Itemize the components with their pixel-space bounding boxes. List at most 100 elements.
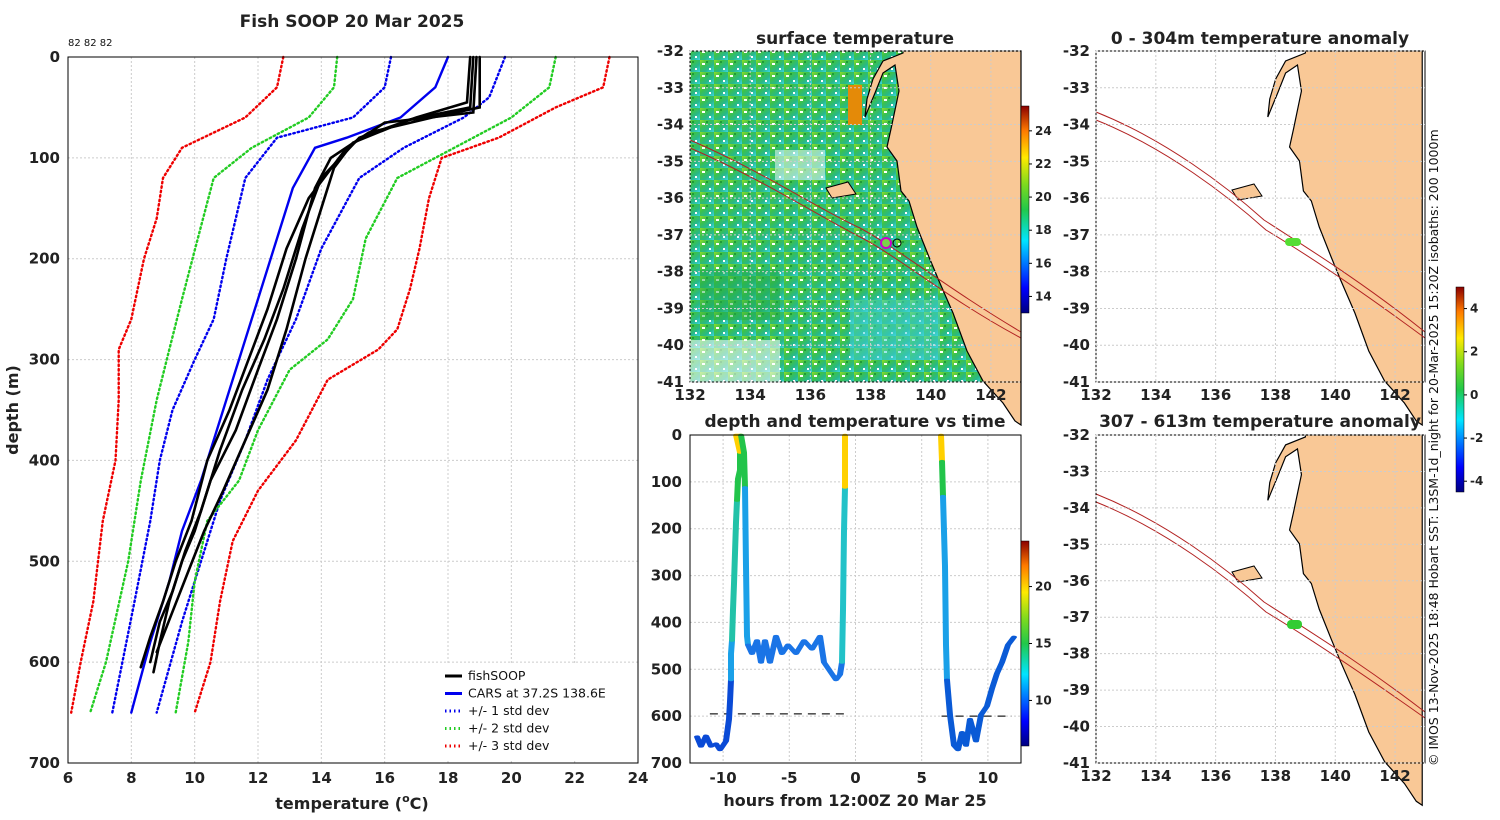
profile-series-line: [155, 55, 475, 654]
colorbar-tick-label: 18: [1035, 223, 1052, 237]
anomaly-lower-panel: 307 - 613m temperature anomaly 132 134 136…: [1063, 286, 1483, 806]
map-y-tick-label: -34: [1063, 116, 1090, 134]
map-y-tick-label: -41: [1063, 754, 1090, 772]
sst-kangaroo-island: [825, 181, 857, 199]
profile-series-line: [193, 55, 611, 714]
map-y-tick-label: -33: [1063, 79, 1090, 97]
map-x-tick-label: 136: [795, 386, 826, 404]
depth-time-x-tick-label: 10: [977, 769, 998, 787]
depth-time-y-tick-label: 300: [651, 567, 682, 585]
anomaly-upper-track: [1285, 238, 1301, 246]
profile-x-ticks: 6 8 10 12 14 16 18 20 22 24: [63, 769, 649, 787]
anomaly-upper-isobath-1000: [1095, 119, 1426, 339]
profile-grid: [67, 56, 639, 764]
map-y-tick-label: -37: [1063, 226, 1090, 244]
sst-patch: [850, 300, 940, 360]
profile-x-tick-label: 14: [311, 769, 332, 787]
depth-time-panel: depth and temperature vs time -10 -5 0 5 10 …: [651, 412, 1052, 810]
profile-panel: Fish SOOP 20 Mar 2025 82 82 82 6 8 10 12 14 1…: [3, 12, 648, 813]
depth-time-colorbar-ticks: 10 15 20: [1029, 580, 1052, 707]
profile-x-tick-label: 12: [248, 769, 269, 787]
map-x-tick-label: 140: [1320, 386, 1351, 404]
profile-x-tick-label: 24: [628, 769, 649, 787]
map-y-tick-label: -34: [1063, 499, 1090, 517]
profile-y-tick-label: 100: [29, 149, 60, 167]
map-y-tick-label: -39: [1063, 681, 1090, 699]
map-x-tick-label: 138: [1260, 767, 1291, 785]
sst-x-ticks: 132 134 136 138 140 142: [674, 51, 1007, 404]
profile-y-ticks: 0 100 200 300 400 500 600 700: [29, 48, 60, 772]
map-x-tick-label: 132: [1080, 386, 1111, 404]
profile-series: [70, 55, 611, 714]
profile-x-tick-label: 8: [126, 769, 136, 787]
profile-y-label: depth (m): [3, 365, 22, 455]
sst-title: surface temperature: [756, 29, 954, 49]
profile-series-line: [111, 55, 393, 714]
map-y-tick-label: -40: [657, 336, 684, 354]
colorbar-tick-label: 4: [1470, 302, 1478, 316]
sst-y-ticks: -32 -33 -34 -35 -36 -37 -38 -39 -40 -41: [657, 42, 1021, 391]
map-x-tick-label: 142: [1379, 386, 1410, 404]
anomaly-upper-title: 0 - 304m temperature anomaly: [1111, 29, 1409, 49]
sst-position-marker: [880, 237, 892, 249]
map-y-tick-label: -39: [1063, 299, 1090, 317]
depth-time-x-tick-label: 5: [916, 769, 926, 787]
map-x-tick-label: 138: [855, 386, 886, 404]
depth-time-x-ticks: -10 -5 0 5 10: [710, 769, 999, 787]
map-x-tick-label: 136: [1200, 767, 1231, 785]
map-y-tick-label: -37: [657, 226, 684, 244]
map-y-tick-label: -38: [1063, 263, 1090, 281]
anomaly-upper-panel: 0 - 304m temperature anomaly 132 134 136 13…: [1063, 29, 1426, 426]
map-x-tick-label: 132: [1080, 767, 1111, 785]
anomaly-upper-x-ticks: 132 134 136 138 140 142: [1080, 51, 1411, 404]
colorbar-tick-label: 14: [1035, 289, 1052, 303]
profile-series-line: [139, 55, 478, 669]
legend-entry-label: +/- 2 std dev: [468, 721, 550, 736]
profile-y-tick-label: 700: [29, 754, 60, 772]
colorbar-tick-label: 20: [1035, 190, 1052, 204]
depth-time-y-tick-label: 100: [651, 473, 682, 491]
map-y-tick-label: -41: [657, 373, 684, 391]
sst-cloud: [775, 150, 825, 180]
map-y-tick-label: -40: [1063, 718, 1090, 736]
depth-time-y-tick-label: 600: [651, 707, 682, 725]
anomaly-lower-title: 307 - 613m temperature anomaly: [1099, 412, 1421, 432]
sst-cloud: [690, 340, 780, 382]
depth-time-x-tick-label: -10: [710, 769, 737, 787]
profile-y-tick-label: 300: [29, 351, 60, 369]
profile-x-tick-label: 20: [501, 769, 522, 787]
map-y-tick-label: -32: [1063, 426, 1090, 444]
depth-time-colorbar: [1020, 540, 1030, 747]
colorbar-tick-label: 24: [1035, 124, 1052, 138]
depth-time-y-tick-label: 400: [651, 613, 682, 631]
anomaly-upper-y-ticks: -32 -33 -34 -35 -36 -37 -38 -39 -40 -41: [1063, 42, 1425, 391]
depth-time-x-label: hours from 12:00Z 20 Mar 25: [723, 791, 986, 810]
profile-y-tick-label: 400: [29, 451, 60, 469]
map-y-tick-label: -34: [657, 116, 684, 134]
legend-entry-label: +/- 1 std dev: [468, 703, 550, 718]
profile-x-tick-label: 16: [374, 769, 395, 787]
profile-title: Fish SOOP 20 Mar 2025: [240, 12, 465, 32]
profile-series-line: [174, 55, 557, 714]
map-y-tick-label: -38: [657, 263, 684, 281]
profile-y-tick-label: 600: [29, 653, 60, 671]
profile-x-tick-label: 18: [438, 769, 459, 787]
anomaly-colorbar-ticks: -4 -2 0 2 4: [1464, 302, 1483, 488]
sst-position-marker: [892, 238, 902, 248]
map-x-tick-label: 134: [1140, 767, 1171, 785]
colorbar-tick-label: -2: [1470, 431, 1483, 445]
map-x-tick-label: 132: [674, 386, 705, 404]
map-x-tick-label: 136: [1200, 386, 1231, 404]
map-x-tick-label: 140: [1320, 767, 1351, 785]
depth-time-bottom-lines: [709, 712, 1012, 717]
map-y-tick-label: -39: [657, 299, 684, 317]
credit-text: © IMOS 13-Nov-2025 18:48 Hobart SST: L3S…: [1426, 129, 1441, 766]
profile-series-line: [155, 55, 507, 714]
profile-series-line: [152, 55, 481, 674]
map-y-tick-label: -40: [1063, 336, 1090, 354]
anomaly-lower-track: [1287, 620, 1302, 629]
map-y-tick-label: -36: [1063, 189, 1090, 207]
depth-time-y-tick-label: 700: [651, 754, 682, 772]
map-x-tick-label: 140: [915, 386, 946, 404]
profile-series-line: [130, 55, 450, 714]
